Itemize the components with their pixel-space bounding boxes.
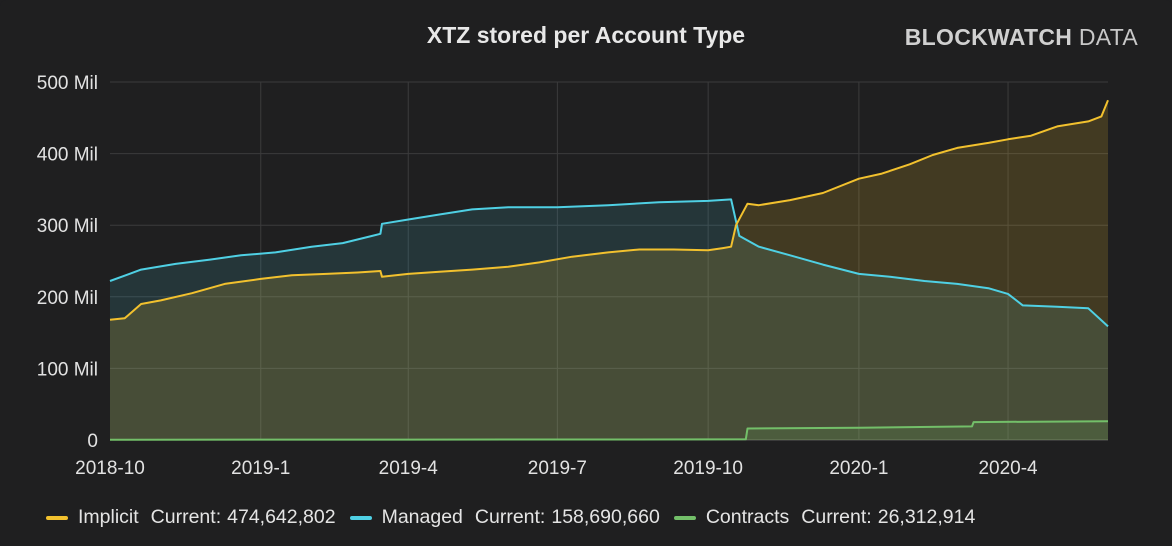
legend-item-implicit[interactable]: Implicit Current: 474,642,802 [46, 506, 336, 529]
legend-item-contracts[interactable]: Contracts Current: 26,312,914 [673, 506, 976, 529]
legend-swatch-contracts [673, 515, 696, 520]
legend-current-label: Current: [474, 506, 546, 528]
legend-name-managed: Managed [381, 506, 463, 528]
series-line-implicit [109, 99, 1109, 321]
chart-title: XTZ stored per Account Type [426, 22, 746, 48]
series-line-contracts [109, 420, 1109, 441]
series-area-contracts [110, 421, 1108, 440]
legend-current-implicit: 474,642,802 [227, 506, 336, 528]
brand-bold-text: BLOCKWATCH [904, 24, 1073, 50]
x-tick-label: 2018-10 [75, 458, 145, 479]
legend-current-label: Current: [150, 506, 222, 528]
x-tick-label: 2019-4 [379, 458, 439, 479]
legend-current-label: Current: [801, 506, 872, 528]
area-chart: 0 100 Mil 200 Mil 300 Mil 400 Mil 500 Mil 2018… [37, 73, 1109, 479]
series-line-managed [109, 198, 1109, 328]
y-tick-label: 500 Mil [37, 73, 98, 94]
legend-swatch-managed [349, 515, 372, 520]
legend-name-implicit: Implicit [78, 506, 139, 528]
legend-current-contracts: 26,312,914 [877, 506, 976, 528]
y-tick-label: 200 Mil [37, 288, 98, 309]
series-area-managed [110, 199, 1108, 440]
brand-logo: BLOCKWATCH DATA [905, 24, 1138, 51]
legend-current-managed: 158,690,660 [551, 506, 660, 528]
x-tick-label: 2019-1 [231, 458, 290, 479]
legend: Implicit Current: 474,642,802 Managed Cu… [46, 506, 989, 529]
y-tick-label: 300 Mil [37, 216, 98, 237]
series-area-implicit [110, 100, 1108, 440]
y-tick-label: 0 [87, 431, 98, 452]
legend-name-contracts: Contracts [705, 506, 790, 528]
y-tick-label: 400 Mil [37, 145, 98, 166]
x-tick-label: 2020-4 [978, 458, 1038, 479]
y-tick-label: 100 Mil [37, 359, 98, 380]
x-tick-label: 2020-1 [829, 458, 888, 479]
legend-swatch-implicit [46, 515, 68, 520]
x-tick-label: 2019-10 [673, 458, 743, 479]
legend-item-managed[interactable]: Managed Current: 158,690,660 [349, 506, 660, 529]
x-tick-label: 2019-7 [528, 458, 587, 479]
brand-light-text: DATA [1078, 24, 1138, 50]
